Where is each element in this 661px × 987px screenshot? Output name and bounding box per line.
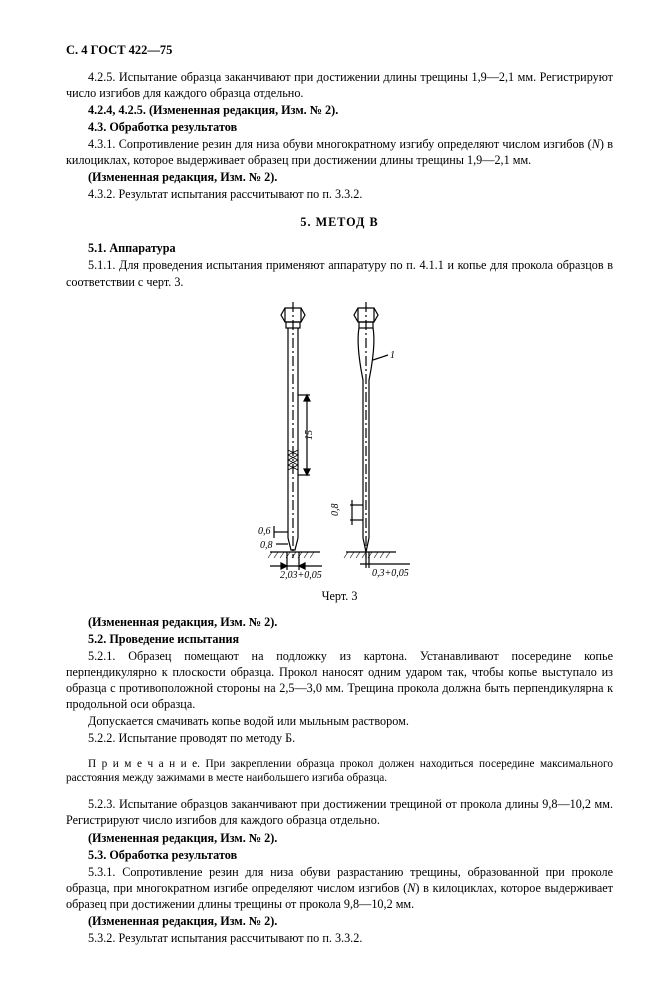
- para-5-3-2: 5.3.2. Результат испытания рассчитывают …: [66, 930, 613, 946]
- para-5-2-3: 5.2.3. Испытание образцов заканчивают пр…: [66, 796, 613, 828]
- para-5-1-1-note: (Измененная редакция, Изм. № 2).: [66, 614, 613, 630]
- para-5-3-1-note: (Измененная редакция, Изм. № 2).: [66, 913, 613, 929]
- dim-203: 2,03+0,05: [280, 570, 322, 580]
- note: П р и м е ч а н и е. При закреплении обр…: [66, 757, 613, 787]
- para-4-3-1-note: (Измененная редакция, Изм. № 2).: [66, 169, 613, 185]
- heading-5-3: 5.3. Обработка результатов: [66, 847, 613, 863]
- para-5-2-1: 5.2.1. Образец помещают на подложку из к…: [66, 648, 613, 712]
- heading-4-3: 4.3. Обработка результатов: [66, 119, 613, 135]
- dim-06: 0,6: [258, 526, 271, 537]
- para-5-2-1b: Допускается смачивать копье водой или мы…: [66, 713, 613, 729]
- page-header: С. 4 ГОСТ 422—75: [66, 42, 613, 59]
- dim-08-left: 0,8: [260, 540, 273, 551]
- para-5-1-1: 5.1.1. Для проведения испытания применяю…: [66, 257, 613, 289]
- para-4-3-2: 4.3.2. Результат испытания рассчитывают …: [66, 186, 613, 202]
- dim-15: 15: [304, 430, 315, 440]
- para-5-3-1: 5.3.1. Сопротивление резин для низа обув…: [66, 864, 613, 912]
- para-4-3-1: 4.3.1. Сопротивление резин для низа обув…: [66, 136, 613, 168]
- para-5-2-3-note: (Измененная редакция, Изм. № 2).: [66, 830, 613, 846]
- figure-3: 15 0,6 0,8 2,03+0,05 1 0,8 0,3+0,05: [66, 300, 613, 584]
- dim-1: 1: [390, 350, 395, 361]
- heading-5-1: 5.1. Аппаратура: [66, 240, 613, 256]
- dim-03: 0,3+0,05: [372, 568, 409, 579]
- var-n: N: [592, 137, 600, 151]
- para-4-2-5: 4.2.5. Испытание образца заканчивают при…: [66, 69, 613, 101]
- para-4-2-4-note: 4.2.4, 4.2.5. (Измененная редакция, Изм.…: [66, 102, 613, 118]
- figure-caption: Черт. 3: [66, 588, 613, 604]
- heading-5-2: 5.2. Проведение испытания: [66, 631, 613, 647]
- dim-08-right: 0,8: [330, 503, 341, 516]
- para-5-2-2: 5.2.2. Испытание проводят по методу Б.: [66, 730, 613, 746]
- section-5-title: 5. МЕТОД В: [66, 214, 613, 230]
